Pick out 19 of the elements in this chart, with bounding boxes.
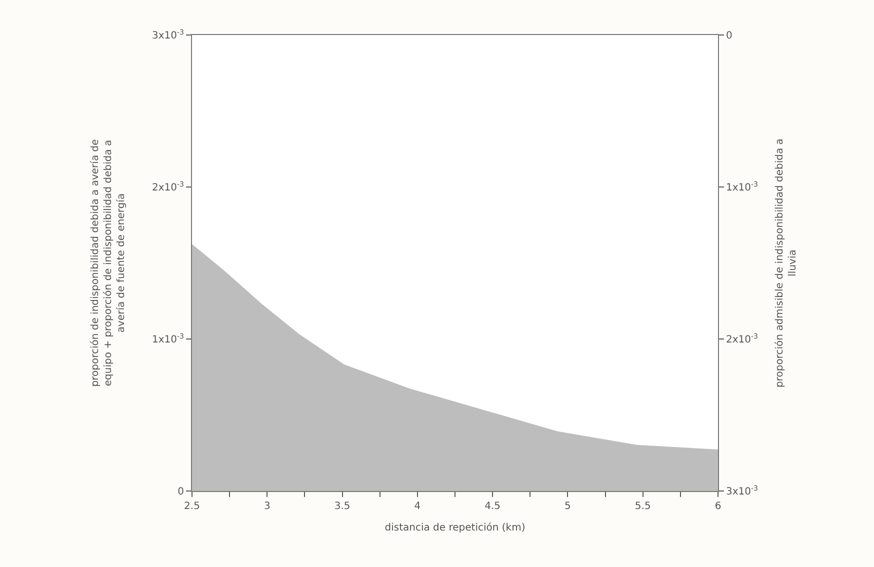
y-axis-title: proporción de indisponibilidad debida a avería de equipo + proporción de indisponibilidad debida a avería de fuente de energía — [90, 139, 127, 387]
y-tick-label: 3x10$^{-3}$ — [152, 28, 184, 42]
x-axis-title: distancia de repetición (km) — [384, 522, 526, 534]
x-tick-label: 5 — [564, 501, 571, 512]
y2-axis-title: proporción admisible de indisponibilidad debida a lluvia — [774, 138, 798, 388]
y2-tick-label: 3x10$^{-3}$ — [726, 484, 758, 498]
x-tick-label: 4 — [414, 501, 421, 512]
y2-tick-label: 1x10$^{-3}$ — [726, 180, 758, 194]
y2-tick-label: 0 — [726, 30, 732, 42]
y-tick-label: 2x10$^{-3}$ — [152, 180, 184, 194]
y-tick-label: 1x10$^{-3}$ — [152, 332, 184, 346]
x-tick-label: 3 — [264, 501, 270, 512]
x-tick-label: 5.5 — [634, 501, 651, 512]
x-tick-label: 3.5 — [334, 501, 350, 512]
y2-tick-label: 2x10$^{-3}$ — [726, 332, 758, 346]
y-tick-label: 0 — [178, 486, 184, 498]
x-tick-label: 6 — [714, 501, 722, 512]
x-tick-label: 2.5 — [184, 501, 200, 512]
x-tick-label: 4.5 — [484, 501, 501, 512]
